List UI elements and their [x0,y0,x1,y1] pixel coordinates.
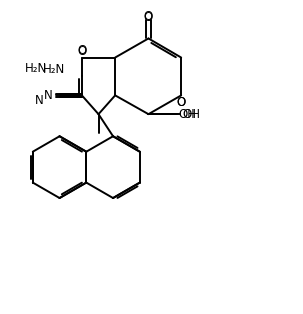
Text: O: O [77,44,86,57]
Text: O: O [144,9,153,23]
Text: N: N [44,89,52,102]
Text: H₂N: H₂N [25,62,47,75]
Text: O: O [177,95,186,109]
Text: OH: OH [179,108,197,121]
Text: O: O [77,45,86,58]
Text: OH: OH [183,108,201,121]
Text: H₂N: H₂N [43,63,65,76]
Text: O: O [177,95,186,109]
Text: N: N [35,94,44,107]
Text: O: O [144,11,153,24]
